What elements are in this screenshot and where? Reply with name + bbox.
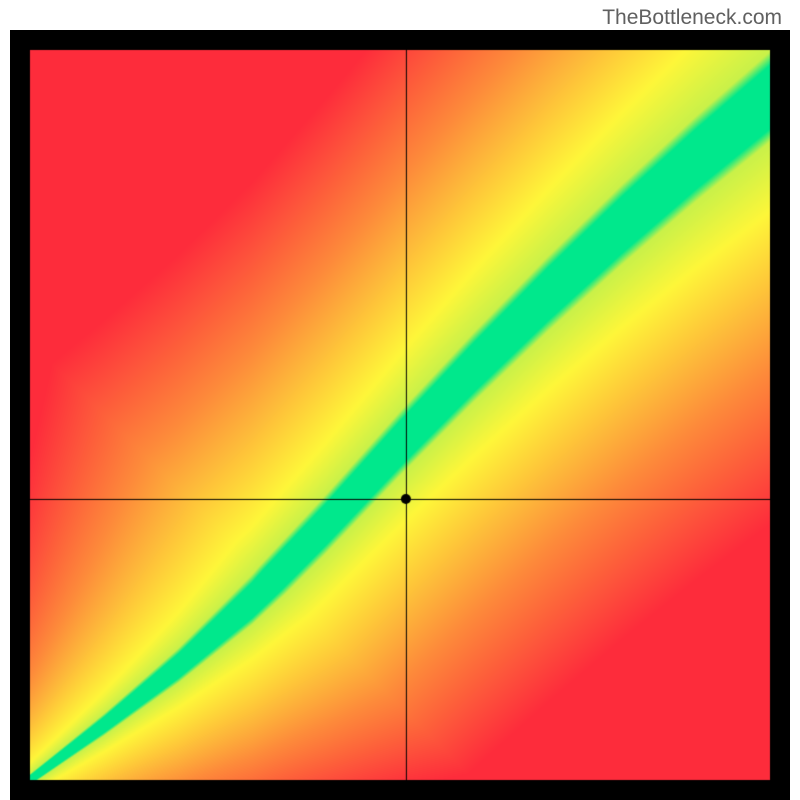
bottleneck-heatmap-chart [10, 30, 790, 800]
watermark-text: TheBottleneck.com [602, 6, 782, 30]
heatmap-canvas [10, 30, 790, 800]
